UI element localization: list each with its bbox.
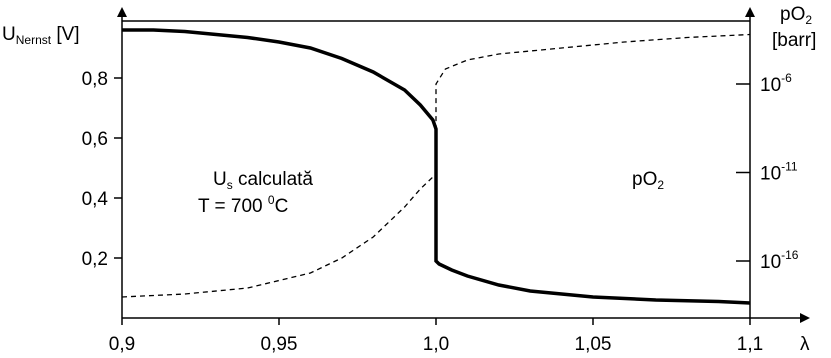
x-ticks: 0,9 0,95 1,0 1,05 1,1 <box>109 318 763 355</box>
x-label: λ <box>800 334 810 355</box>
y-left-ticks: 0,2 0,4 0,6 0,8 <box>82 69 122 270</box>
x-tick-label: 0,9 <box>109 334 135 355</box>
y-right-tick-label: 10-11 <box>760 160 798 185</box>
y-left-tick-label: 0,2 <box>82 249 108 270</box>
annotation-calculated-voltage: Us calculată <box>213 169 313 192</box>
x-tick-label: 1,1 <box>737 334 763 355</box>
y-left-label: UNernst [V] <box>2 24 80 47</box>
y-right-label-line1: pO2 <box>780 4 812 27</box>
annotation-po2: pO2 <box>632 169 664 192</box>
y-left-tick-label: 0,4 <box>82 189 109 210</box>
y-left-tick-label: 0,8 <box>82 69 108 90</box>
series-oxygen-pressure <box>121 33 751 298</box>
y-right-label-line2: [barr] <box>772 30 816 51</box>
y-right-tick-label: 10-16 <box>760 248 799 273</box>
y-right-ticks: 10-6 10-11 10-16 <box>736 71 799 273</box>
y-right-tick-label: 10-6 <box>760 71 792 96</box>
x-tick-label: 1,0 <box>423 334 449 355</box>
series-nernst-voltage <box>122 28 751 305</box>
x-tick-label: 1,05 <box>575 334 612 355</box>
y-left-tick-label: 0,6 <box>82 129 108 150</box>
x-tick-label: 0,95 <box>261 334 298 355</box>
annotation-temperature: T = 700 0C <box>198 193 288 217</box>
